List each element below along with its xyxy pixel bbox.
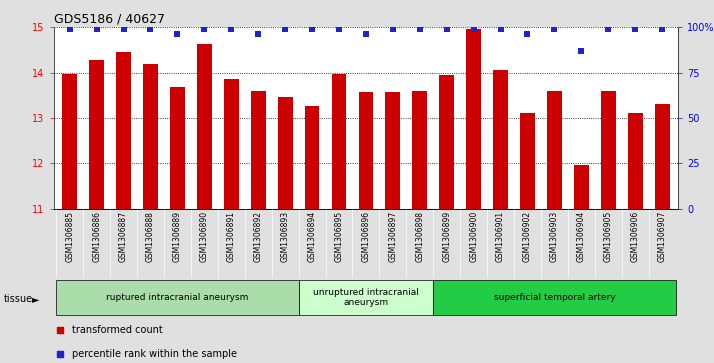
Bar bbox=[116, 52, 131, 209]
Bar bbox=[574, 165, 589, 209]
Point bbox=[360, 32, 371, 37]
Text: unruptured intracranial
aneurysm: unruptured intracranial aneurysm bbox=[313, 288, 419, 307]
Point bbox=[118, 26, 129, 32]
Point bbox=[441, 26, 453, 32]
Point bbox=[253, 32, 264, 37]
Text: GSM1306890: GSM1306890 bbox=[200, 211, 209, 262]
Text: GSM1306901: GSM1306901 bbox=[496, 211, 505, 262]
Text: GDS5186 / 40627: GDS5186 / 40627 bbox=[54, 13, 164, 26]
Text: ►: ► bbox=[32, 294, 40, 305]
Text: GSM1306906: GSM1306906 bbox=[630, 211, 640, 262]
Point bbox=[603, 26, 614, 32]
Text: GSM1306887: GSM1306887 bbox=[119, 211, 128, 262]
Text: GSM1306885: GSM1306885 bbox=[65, 211, 74, 262]
Bar bbox=[655, 104, 670, 209]
Bar bbox=[547, 91, 562, 209]
Text: GSM1306888: GSM1306888 bbox=[146, 211, 155, 262]
Text: tissue: tissue bbox=[4, 294, 33, 305]
Point bbox=[64, 26, 76, 32]
Text: GSM1306892: GSM1306892 bbox=[253, 211, 263, 262]
Text: GSM1306894: GSM1306894 bbox=[308, 211, 316, 262]
Text: GSM1306907: GSM1306907 bbox=[658, 211, 667, 262]
Point bbox=[575, 48, 587, 54]
Point bbox=[198, 26, 210, 32]
Bar bbox=[413, 91, 427, 209]
Text: GSM1306898: GSM1306898 bbox=[416, 211, 424, 262]
Text: transformed count: transformed count bbox=[72, 325, 163, 335]
Text: GSM1306895: GSM1306895 bbox=[334, 211, 343, 262]
Point bbox=[468, 26, 479, 32]
Point bbox=[417, 259, 428, 265]
Point bbox=[522, 32, 533, 37]
Bar bbox=[56, 280, 298, 315]
Bar bbox=[251, 91, 266, 209]
Text: GSM1306902: GSM1306902 bbox=[523, 211, 532, 262]
Point bbox=[630, 26, 641, 32]
Bar bbox=[298, 280, 433, 315]
Text: GSM1306889: GSM1306889 bbox=[173, 211, 182, 262]
Bar bbox=[305, 106, 319, 209]
Point bbox=[656, 26, 668, 32]
Text: GSM1306896: GSM1306896 bbox=[361, 211, 371, 262]
Text: GSM1306899: GSM1306899 bbox=[442, 211, 451, 262]
Bar bbox=[386, 91, 401, 209]
Text: GSM1306893: GSM1306893 bbox=[281, 211, 290, 262]
Text: GSM1306905: GSM1306905 bbox=[604, 211, 613, 262]
Point bbox=[417, 41, 428, 47]
Text: GSM1306900: GSM1306900 bbox=[469, 211, 478, 262]
Point bbox=[226, 26, 237, 32]
Point bbox=[91, 26, 102, 32]
Text: ruptured intracranial aneurysm: ruptured intracranial aneurysm bbox=[106, 293, 248, 302]
Bar bbox=[62, 74, 77, 209]
Point bbox=[171, 32, 183, 37]
Point bbox=[306, 26, 318, 32]
Bar bbox=[278, 97, 293, 209]
Point bbox=[549, 26, 560, 32]
Text: superficial temporal artery: superficial temporal artery bbox=[493, 293, 615, 302]
Bar bbox=[439, 75, 454, 209]
Bar bbox=[466, 29, 481, 209]
Bar bbox=[358, 91, 373, 209]
Point bbox=[279, 26, 291, 32]
Text: percentile rank within the sample: percentile rank within the sample bbox=[72, 349, 237, 359]
Bar bbox=[170, 87, 185, 209]
Bar bbox=[628, 113, 643, 209]
Bar bbox=[224, 79, 238, 209]
Bar bbox=[520, 113, 535, 209]
Bar bbox=[433, 280, 675, 315]
Bar bbox=[197, 44, 212, 209]
Bar bbox=[143, 64, 158, 209]
Point bbox=[145, 26, 156, 32]
Text: GSM1306897: GSM1306897 bbox=[388, 211, 398, 262]
Point bbox=[495, 26, 506, 32]
Bar bbox=[89, 60, 104, 209]
Text: GSM1306904: GSM1306904 bbox=[577, 211, 586, 262]
Text: GSM1306886: GSM1306886 bbox=[92, 211, 101, 262]
Point bbox=[387, 26, 398, 32]
Point bbox=[333, 26, 345, 32]
Point bbox=[414, 26, 426, 32]
Text: GSM1306891: GSM1306891 bbox=[227, 211, 236, 262]
Bar bbox=[601, 91, 615, 209]
Bar bbox=[493, 70, 508, 209]
Text: GSM1306903: GSM1306903 bbox=[550, 211, 559, 262]
Bar bbox=[331, 74, 346, 209]
